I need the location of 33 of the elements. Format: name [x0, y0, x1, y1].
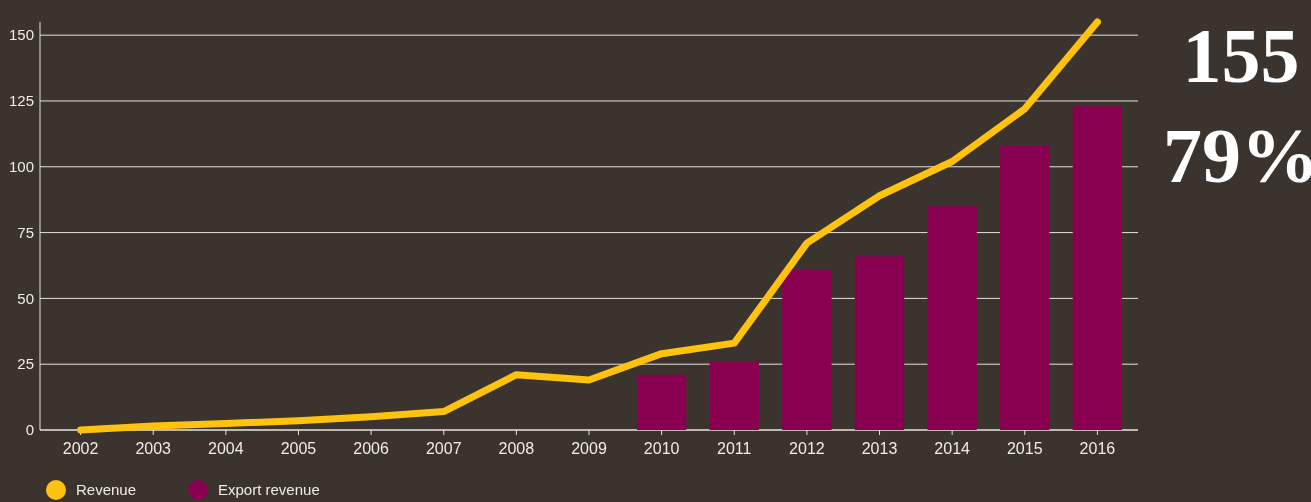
- text: 79%: [1163, 112, 1311, 199]
- bar: [927, 206, 977, 430]
- x-tick-label: 2004: [208, 440, 244, 457]
- x-tick-label: 2010: [643, 440, 680, 457]
- y-tick-label: 50: [17, 289, 34, 307]
- x-tick-label: 2016: [1079, 440, 1116, 457]
- x-tick-label: 2003: [135, 440, 172, 457]
- x-tick-label: 2014: [934, 440, 971, 457]
- y-tick-label: 150: [8, 26, 34, 44]
- x-tick-label: 2009: [571, 440, 607, 457]
- bar: [1072, 106, 1123, 430]
- x-tick-label: 2002: [62, 440, 99, 457]
- y-tick-label: 100: [8, 158, 34, 176]
- x-tick-label: 2006: [353, 440, 390, 457]
- legend-label: Export revenue: [218, 481, 320, 499]
- bar: [709, 361, 759, 430]
- y-tick-label: 25: [17, 355, 34, 373]
- x-tick-label: 2008: [498, 440, 535, 457]
- x-tick-label: 2007: [425, 440, 462, 457]
- bar: [854, 256, 905, 430]
- bar: [1000, 145, 1050, 430]
- text: 155: [1182, 12, 1300, 99]
- legend-label: Revenue: [76, 481, 137, 499]
- x-tick-label: 2005: [280, 440, 317, 457]
- x-tick-label: 2013: [861, 440, 898, 457]
- x-tick-label: 2011: [717, 440, 752, 457]
- x-tick-label: 2015: [1006, 440, 1043, 457]
- bar: [636, 374, 687, 430]
- bar: [782, 269, 832, 430]
- y-tick-label: 75: [17, 223, 34, 241]
- y-tick-label: 0: [25, 421, 34, 439]
- y-tick-label: 125: [8, 92, 34, 110]
- x-tick-label: 2012: [789, 440, 825, 457]
